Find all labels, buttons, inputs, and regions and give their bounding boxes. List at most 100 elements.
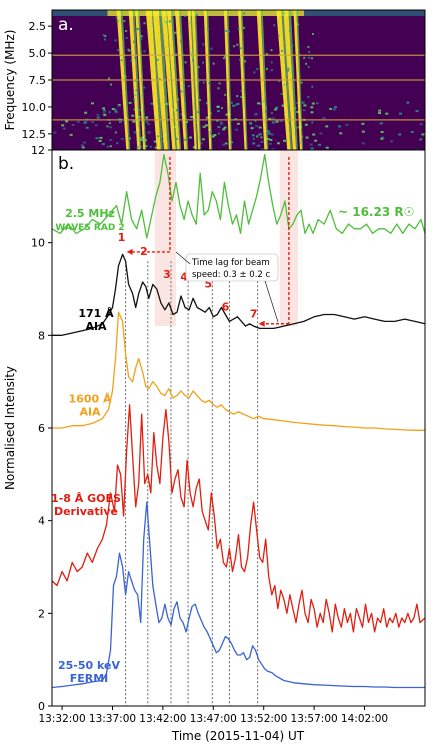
spectrogram-speckle [153, 140, 157, 143]
panel-b-y-tick-label: 10 [31, 237, 45, 250]
spectrogram-speckle [236, 102, 240, 105]
x-axis-label: Time (2015-11-04) UT [171, 729, 305, 743]
spectrogram-speckle [250, 127, 254, 130]
spectrogram-speckle [322, 117, 326, 120]
spectrogram-speckle [175, 52, 178, 55]
spectrogram-speckle [190, 116, 194, 119]
spectrogram-speckle [270, 133, 274, 136]
spectrogram-speckle [116, 49, 119, 52]
spectrogram-speckle [279, 120, 283, 123]
series-label-line: AIA [85, 320, 107, 333]
series-label-line: WAVES RAD 2 [55, 223, 124, 233]
spectrogram-speckle [103, 114, 107, 117]
spectrogram-speckle [260, 141, 264, 144]
spectrogram-speckle [256, 135, 259, 138]
spectrogram-speckle [271, 117, 275, 120]
spectrogram-speckle [276, 142, 280, 145]
spectrogram-speckle [136, 146, 139, 149]
spectrogram-speckle [303, 104, 307, 107]
x-tick-label: 13:37:00 [89, 713, 136, 725]
spectrogram-speckle [202, 43, 205, 46]
spectrogram-speckle [226, 142, 229, 145]
lag-arrowhead [258, 320, 265, 327]
spectrogram-speckle [120, 138, 124, 141]
spectrogram-speckle [257, 134, 261, 137]
spectrogram-speckle [268, 132, 272, 135]
spectrogram-speckle [380, 137, 384, 140]
spectrogram-speckle [161, 135, 165, 138]
spectrogram-speckle [253, 71, 256, 74]
spectrogram-speckle [94, 124, 98, 127]
panel-b-y-axis-label: Normalised Intensity [3, 366, 17, 490]
series-line-2 [52, 311, 425, 431]
panel-b-y-tick-label: 2 [38, 607, 45, 620]
spectrogram-speckle [201, 138, 205, 141]
spectrogram-speckle [308, 50, 311, 53]
spectrogram-speckle [379, 122, 383, 125]
spectrogram-speckle [177, 98, 180, 101]
spectrogram-speckle [244, 60, 247, 63]
spectrogram-speckle [256, 102, 260, 105]
spectrogram-speckle [270, 49, 273, 52]
spectrogram-speckle [311, 32, 314, 35]
x-tick-label: 13:32:00 [38, 713, 85, 725]
spectrogram-speckle [165, 21, 168, 24]
spectrogram-speckle [62, 127, 66, 130]
spectrogram-speckle [180, 90, 183, 93]
panel-b-y-ticks: 0 2 4 6 8 10 12 [31, 144, 52, 713]
spectrogram-speckle [274, 108, 278, 111]
spectrogram-speckle [252, 142, 256, 145]
spectrogram-speckle [269, 138, 273, 141]
peak-label: 2 [140, 245, 148, 258]
spectrogram-speckle [271, 121, 275, 124]
spectrogram-speckle [258, 126, 262, 129]
series-label-line: FERMI [70, 672, 109, 685]
spectrogram-speckle [210, 47, 213, 50]
spectrogram-speckle [251, 134, 255, 137]
spectrogram-speckle [318, 143, 322, 146]
series-label-line: 1-8 Å GOES [51, 492, 121, 505]
spectrogram-speckle [108, 77, 111, 80]
spectrogram-speckle [270, 61, 273, 64]
spectrogram-speckle [240, 89, 243, 92]
spectrogram-speckle [80, 144, 84, 147]
annotation-pointer-2 [264, 280, 279, 323]
spectrogram-speckle [192, 59, 195, 62]
spectrogram-speckle [180, 40, 183, 43]
spectrogram-speckle [220, 122, 224, 125]
series-line-4 [51, 501, 425, 689]
spectrogram-speckle [150, 102, 154, 105]
spectrogram-speckle [268, 142, 272, 145]
spectrogram-speckle [90, 102, 94, 105]
spectrogram-speckle [224, 93, 227, 96]
spectrogram-speckle [131, 114, 135, 117]
spectrogram-speckle [222, 57, 225, 60]
spectrogram-speckle [282, 139, 286, 142]
radio-distance-label: ~ 16.23 R☉ [338, 205, 414, 219]
spectrogram-speckle [91, 121, 95, 124]
spectrogram-speckle [127, 48, 130, 51]
spectrogram-speckle [183, 138, 186, 141]
spectrogram-speckle [146, 123, 150, 126]
spectrogram-speckle [128, 49, 131, 52]
spectrogram-speckle [315, 102, 319, 105]
spectrogram-speckle [114, 131, 117, 134]
annotation-line-1: Time lag for beam [191, 258, 270, 268]
spectrogram-speckle [339, 132, 343, 135]
spectrogram-speckle [184, 61, 187, 64]
spectrogram-speckle [196, 14, 199, 17]
spectrogram-speckle [104, 35, 107, 38]
spectrogram-speckle [189, 21, 192, 24]
peak-label: 5 [204, 277, 212, 290]
spectrogram-speckle [209, 131, 212, 134]
series-label-line: AIA [79, 406, 101, 419]
spectrogram-speckle [310, 147, 314, 150]
spectrogram-speckle [385, 112, 389, 115]
series-label-line: 2.5 MHz [65, 207, 115, 220]
x-tick-label: 13:52:00 [240, 713, 287, 725]
spectrogram-speckle [300, 81, 303, 84]
spectrogram-speckle [271, 148, 275, 151]
spectrogram-speckle [99, 136, 103, 139]
